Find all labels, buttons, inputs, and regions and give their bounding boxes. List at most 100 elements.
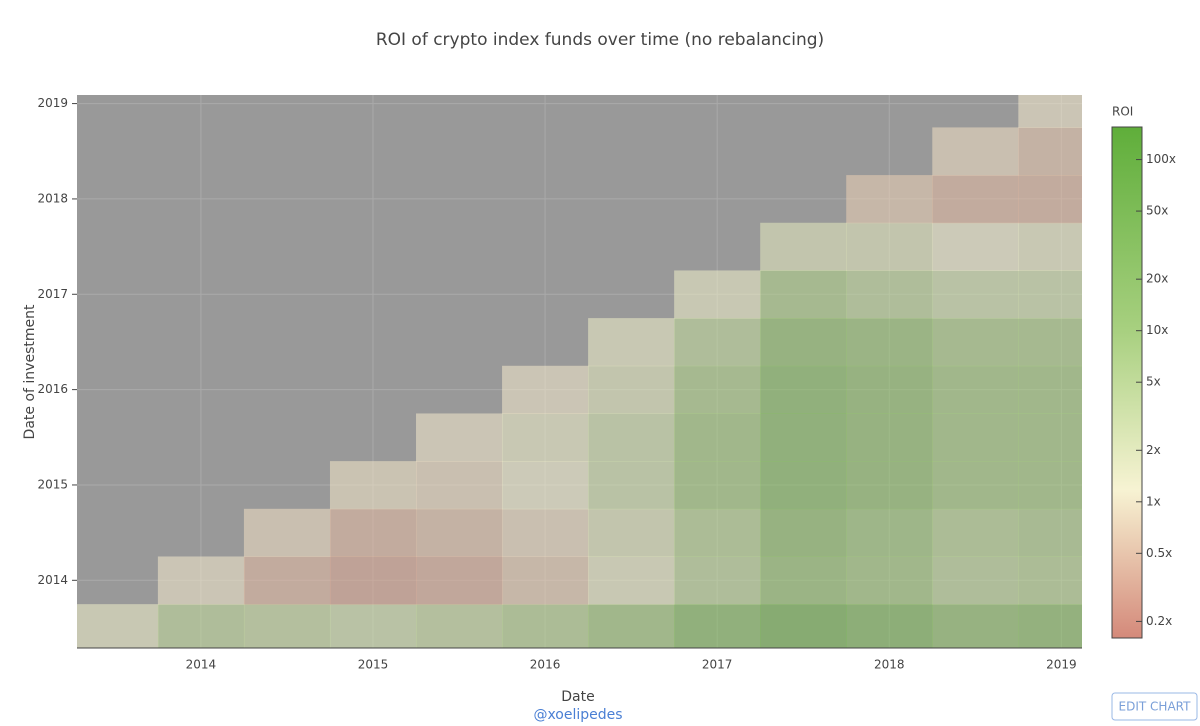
heatmap-cell — [588, 365, 675, 414]
heatmap-cell — [932, 270, 1019, 319]
x-axis-title: Date — [561, 689, 594, 705]
heatmap-cell — [329, 556, 417, 605]
x-tick-label: 2014 — [186, 658, 217, 672]
heatmap-cell — [674, 270, 761, 319]
heatmap-cell — [932, 604, 1019, 648]
heatmap-cell — [846, 365, 933, 414]
heatmap-cell — [1018, 127, 1082, 176]
heatmap-cell — [1018, 270, 1082, 319]
heatmap-cell — [1018, 413, 1082, 462]
heatmap-cell — [588, 556, 675, 605]
x-tick-label: 2015 — [358, 658, 389, 672]
heatmap-cell — [932, 365, 1019, 414]
heatmap-cell — [674, 556, 761, 605]
colorbar-tick-label: 2x — [1146, 443, 1161, 457]
heatmap-cell — [674, 461, 761, 510]
heatmap-cell — [760, 556, 847, 605]
heatmap-cell — [243, 556, 331, 605]
heatmap-cell — [502, 604, 589, 648]
heatmap-cell — [588, 318, 675, 367]
colorbar-title: ROI — [1112, 105, 1133, 119]
edit-button-label[interactable]: EDIT CHART — [1119, 700, 1192, 714]
heatmap-cell — [77, 604, 159, 648]
heatmap-cell — [1018, 318, 1082, 367]
heatmap-cell — [932, 413, 1019, 462]
colorbar-tick-label: 10x — [1146, 323, 1168, 337]
y-tick-label: 2015 — [37, 477, 68, 491]
heatmap-cell — [932, 508, 1019, 557]
heatmap-cell — [846, 318, 933, 367]
heatmap-cell — [243, 508, 331, 557]
colorbar-tick-label: 5x — [1146, 375, 1161, 389]
y-tick-label: 2014 — [37, 573, 68, 587]
x-tick-label: 2016 — [530, 658, 561, 672]
heatmap-cell — [1018, 222, 1082, 271]
heatmap-cell — [157, 556, 245, 605]
heatmap-cell — [846, 270, 933, 319]
y-axis-title: Date of investment — [22, 304, 38, 439]
heatmap-cell — [846, 222, 933, 271]
heatmap-cell — [674, 508, 761, 557]
heatmap-cell — [760, 222, 847, 271]
heatmap-cell — [329, 461, 417, 510]
y-tick-label: 2018 — [37, 191, 68, 205]
heatmap-cell — [760, 461, 847, 510]
heatmap-cell — [1018, 556, 1082, 605]
heatmap-cell — [588, 508, 675, 557]
heatmap-cell — [674, 413, 761, 462]
y-tick-label: 2019 — [37, 96, 68, 110]
colorbar-tick-label: 50x — [1146, 204, 1168, 218]
heatmap-cell — [760, 270, 847, 319]
heatmap-cell — [674, 604, 761, 648]
heatmap-cell — [846, 461, 933, 510]
heatmap-cell — [588, 461, 675, 510]
heatmap-cell — [760, 318, 847, 367]
heatmap-cell — [1018, 175, 1082, 224]
heatmap-cell — [846, 604, 933, 648]
heatmap-cell — [674, 365, 761, 414]
heatmap-cell — [1018, 508, 1082, 557]
y-tick-label: 2017 — [37, 287, 68, 301]
colorbar-tick-label: 20x — [1146, 272, 1168, 286]
colorbar-tick-label: 100x — [1146, 152, 1176, 166]
heatmap-cell — [502, 413, 589, 462]
heatmap-cell — [502, 461, 589, 510]
x-tick-label: 2018 — [874, 658, 905, 672]
heatmap-cell — [1018, 365, 1082, 414]
heatmap-cell — [243, 604, 331, 648]
heatmap-cell — [416, 461, 503, 510]
heatmap-cell — [329, 508, 417, 557]
heatmap-cell — [760, 604, 847, 648]
heatmap-cell — [502, 365, 589, 414]
heatmap-cell — [932, 556, 1019, 605]
heatmap-cell — [932, 175, 1019, 224]
heatmap-cell — [932, 127, 1019, 176]
heatmap-cell — [760, 413, 847, 462]
heatmap-cell — [932, 461, 1019, 510]
heatmap-cell — [846, 508, 933, 557]
heatmap-cell — [846, 413, 933, 462]
heatmap-cell — [416, 604, 503, 648]
heatmap-cell — [416, 556, 503, 605]
heatmap-cell — [932, 318, 1019, 367]
chart-title: ROI of crypto index funds over time (no … — [376, 30, 824, 50]
heatmap-cell — [846, 175, 933, 224]
colorbar-tick-label: 1x — [1146, 494, 1161, 508]
edit-button[interactable] — [1111, 692, 1198, 721]
x-tick-label: 2017 — [702, 658, 733, 672]
heatmap-cell — [932, 222, 1019, 271]
heatmap-cell — [846, 556, 933, 605]
heatmap-cell — [760, 365, 847, 414]
x-tick-label: 2019 — [1046, 658, 1077, 672]
heatmap-cell — [1018, 604, 1082, 648]
heatmap-cell — [1018, 95, 1082, 128]
credit-link[interactable]: @xoelipedes — [533, 707, 622, 723]
y-tick-label: 2016 — [37, 382, 68, 396]
heatmap-cell — [674, 318, 761, 367]
heatmap-cell — [157, 604, 245, 648]
heatmap-cell — [416, 508, 503, 557]
heatmap-cell — [502, 556, 589, 605]
heatmap — [77, 95, 1082, 648]
heatmap-cell — [502, 508, 589, 557]
